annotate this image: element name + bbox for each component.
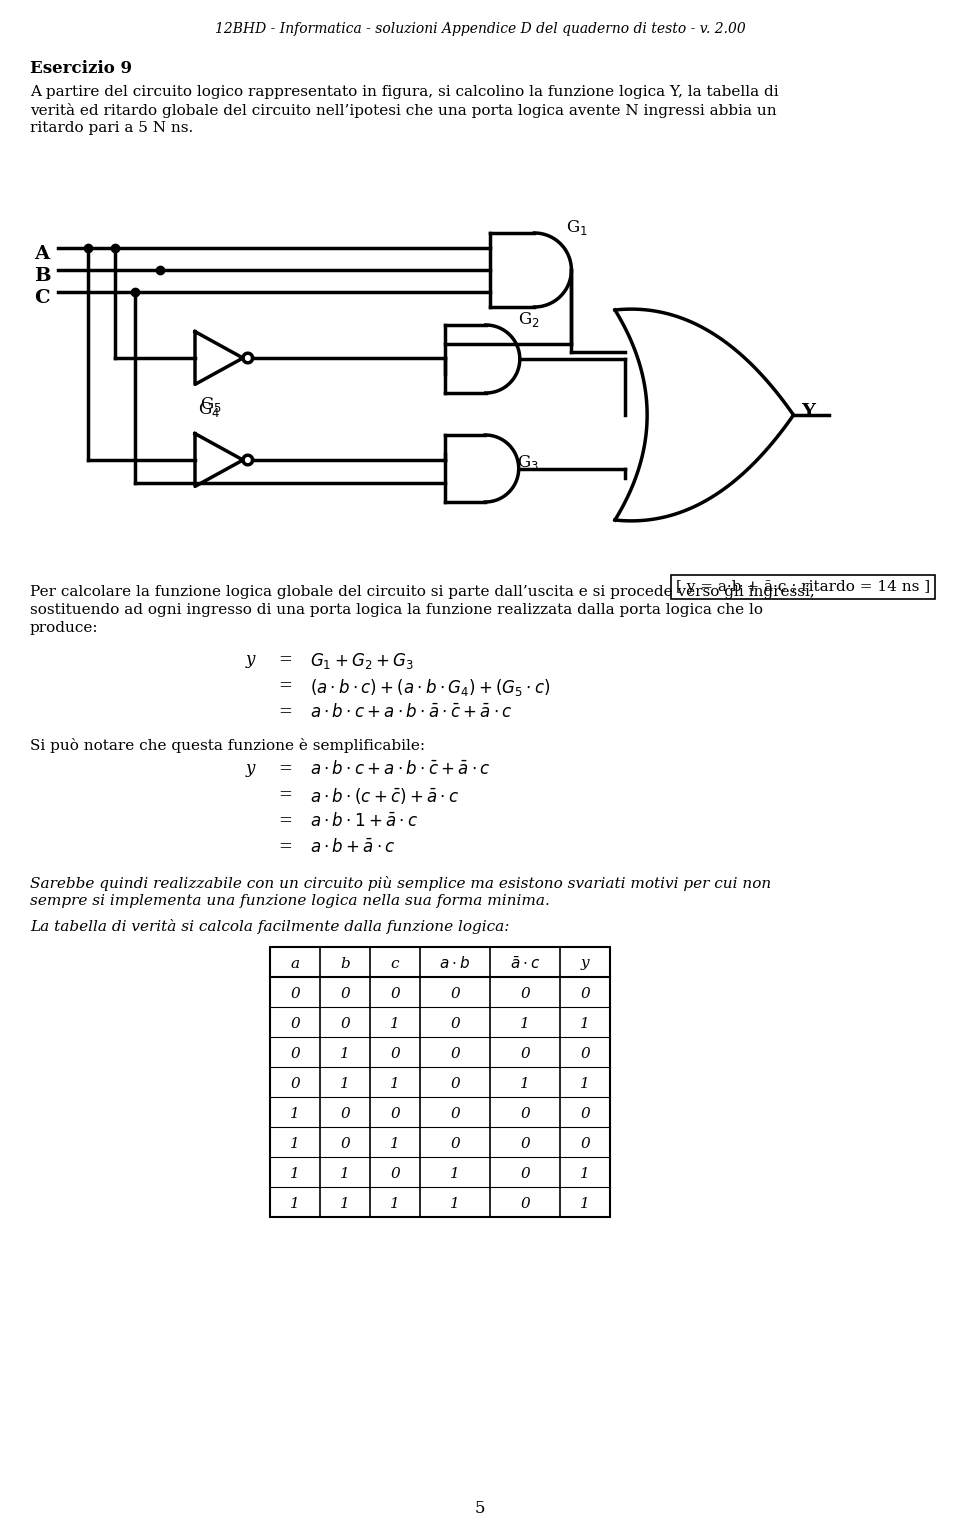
Text: A: A bbox=[35, 245, 50, 264]
Text: 0: 0 bbox=[450, 1076, 460, 1091]
Text: 1: 1 bbox=[390, 1017, 400, 1030]
Text: =: = bbox=[278, 651, 292, 668]
Text: Esercizio 9: Esercizio 9 bbox=[30, 59, 132, 78]
Text: b: b bbox=[340, 957, 349, 971]
Text: 0: 0 bbox=[450, 1047, 460, 1061]
Bar bbox=[270, 946, 610, 1218]
Text: 0: 0 bbox=[520, 1166, 530, 1181]
Text: y: y bbox=[246, 760, 255, 777]
Text: $a \cdot b \cdot 1 + \bar{a} \cdot c$: $a \cdot b \cdot 1 + \bar{a} \cdot c$ bbox=[310, 812, 419, 831]
Text: G$_2$: G$_2$ bbox=[517, 309, 540, 329]
Text: sempre si implementa una funzione logica nella sua forma minima.: sempre si implementa una funzione logica… bbox=[30, 895, 550, 908]
Text: 0: 0 bbox=[390, 986, 400, 1000]
Text: 1: 1 bbox=[450, 1166, 460, 1181]
Text: 12BHD - Informatica - soluzioni Appendice D del quaderno di testo - v. 2.00: 12BHD - Informatica - soluzioni Appendic… bbox=[215, 21, 745, 37]
Text: Si può notare che questa funzione è semplificabile:: Si può notare che questa funzione è semp… bbox=[30, 738, 425, 753]
Text: 1: 1 bbox=[340, 1047, 349, 1061]
Text: 0: 0 bbox=[450, 1106, 460, 1120]
Text: 0: 0 bbox=[520, 986, 530, 1000]
Text: G$_4$: G$_4$ bbox=[198, 399, 220, 419]
Text: verità ed ritardo globale del circuito nell’ipotesi che una porta logica avente : verità ed ritardo globale del circuito n… bbox=[30, 104, 777, 117]
Text: 0: 0 bbox=[520, 1047, 530, 1061]
Text: Per calcolare la funzione logica globale del circuito si parte dall’uscita e si : Per calcolare la funzione logica globale… bbox=[30, 585, 815, 599]
Text: c: c bbox=[391, 957, 399, 971]
Text: 0: 0 bbox=[450, 1017, 460, 1030]
Text: C: C bbox=[35, 290, 50, 306]
Text: 0: 0 bbox=[580, 1106, 589, 1120]
Text: G$_3$: G$_3$ bbox=[516, 453, 539, 472]
Text: 0: 0 bbox=[340, 986, 349, 1000]
Text: 1: 1 bbox=[290, 1166, 300, 1181]
Text: $(a \cdot b \cdot c) + (a \cdot b \cdot G_4) + (G_5 \cdot c)$: $(a \cdot b \cdot c) + (a \cdot b \cdot … bbox=[310, 677, 550, 698]
Text: 1: 1 bbox=[290, 1106, 300, 1120]
Text: $a \cdot b \cdot c + a \cdot b \cdot \bar{a} \cdot \bar{c} + \bar{a} \cdot c$: $a \cdot b \cdot c + a \cdot b \cdot \ba… bbox=[310, 703, 513, 721]
Text: 0: 0 bbox=[340, 1017, 349, 1030]
Text: =: = bbox=[278, 703, 292, 719]
Text: 1: 1 bbox=[390, 1076, 400, 1091]
Text: 1: 1 bbox=[520, 1076, 530, 1091]
Text: G$_5$: G$_5$ bbox=[200, 395, 222, 415]
Text: 1: 1 bbox=[390, 1137, 400, 1151]
Text: 1: 1 bbox=[580, 1196, 589, 1210]
Text: 0: 0 bbox=[520, 1137, 530, 1151]
Text: B: B bbox=[34, 267, 50, 285]
Text: 1: 1 bbox=[290, 1196, 300, 1210]
Text: $a \cdot b \cdot (c + \bar{c}) + \bar{a} \cdot c$: $a \cdot b \cdot (c + \bar{c}) + \bar{a}… bbox=[310, 786, 459, 806]
Text: [ y = a·b + ā·c ; ritardo = 14 ns ]: [ y = a·b + ā·c ; ritardo = 14 ns ] bbox=[676, 581, 930, 594]
Text: 1: 1 bbox=[580, 1166, 589, 1181]
Text: 0: 0 bbox=[340, 1137, 349, 1151]
Text: $\bar{a} \cdot c$: $\bar{a} \cdot c$ bbox=[510, 956, 540, 972]
Text: =: = bbox=[278, 786, 292, 803]
Text: $a \cdot b + \bar{a} \cdot c$: $a \cdot b + \bar{a} \cdot c$ bbox=[310, 838, 396, 856]
Text: Y: Y bbox=[802, 402, 815, 421]
Text: 0: 0 bbox=[390, 1166, 400, 1181]
Text: $a \cdot b \cdot c + a \cdot b \cdot \bar{c} + \bar{a} \cdot c$: $a \cdot b \cdot c + a \cdot b \cdot \ba… bbox=[310, 760, 491, 777]
Text: 1: 1 bbox=[520, 1017, 530, 1030]
Text: 1: 1 bbox=[340, 1166, 349, 1181]
Text: $a \cdot b$: $a \cdot b$ bbox=[440, 956, 470, 971]
Text: 0: 0 bbox=[580, 1047, 589, 1061]
Text: 0: 0 bbox=[390, 1047, 400, 1061]
Text: 0: 0 bbox=[520, 1196, 530, 1210]
Text: 1: 1 bbox=[340, 1076, 349, 1091]
Text: 1: 1 bbox=[580, 1017, 589, 1030]
Text: 0: 0 bbox=[290, 1076, 300, 1091]
Text: =: = bbox=[278, 812, 292, 829]
Text: 0: 0 bbox=[290, 1047, 300, 1061]
Text: =: = bbox=[278, 760, 292, 777]
Text: sostituendo ad ogni ingresso di una porta logica la funzione realizzata dalla po: sostituendo ad ogni ingresso di una port… bbox=[30, 604, 763, 617]
Text: 5: 5 bbox=[475, 1500, 485, 1516]
Text: 1: 1 bbox=[290, 1137, 300, 1151]
Text: =: = bbox=[278, 838, 292, 855]
Text: 0: 0 bbox=[290, 1017, 300, 1030]
Text: 0: 0 bbox=[450, 986, 460, 1000]
Text: y: y bbox=[581, 957, 589, 971]
Text: 0: 0 bbox=[290, 986, 300, 1000]
Text: 0: 0 bbox=[390, 1106, 400, 1120]
Text: Sarebbe quindi realizzabile con un circuito più semplice ma esistono svariati mo: Sarebbe quindi realizzabile con un circu… bbox=[30, 876, 771, 892]
Text: 1: 1 bbox=[340, 1196, 349, 1210]
Text: 1: 1 bbox=[450, 1196, 460, 1210]
Text: produce:: produce: bbox=[30, 620, 99, 636]
Text: y: y bbox=[246, 651, 255, 668]
Text: G$_1$: G$_1$ bbox=[566, 218, 588, 238]
Text: 0: 0 bbox=[520, 1106, 530, 1120]
Text: A partire del circuito logico rappresentato in figura, si calcolino la funzione : A partire del circuito logico rappresent… bbox=[30, 85, 779, 99]
Text: 0: 0 bbox=[580, 1137, 589, 1151]
Text: =: = bbox=[278, 677, 292, 693]
Text: $G_1 + G_2 + G_3$: $G_1 + G_2 + G_3$ bbox=[310, 651, 414, 671]
Text: La tabella di verità si calcola facilmente dalla funzione logica:: La tabella di verità si calcola facilmen… bbox=[30, 919, 510, 934]
Text: 0: 0 bbox=[340, 1106, 349, 1120]
Text: 0: 0 bbox=[580, 986, 589, 1000]
Text: ritardo pari a 5 N ns.: ritardo pari a 5 N ns. bbox=[30, 120, 193, 136]
Text: 1: 1 bbox=[580, 1076, 589, 1091]
Text: 1: 1 bbox=[390, 1196, 400, 1210]
Text: 0: 0 bbox=[450, 1137, 460, 1151]
Text: a: a bbox=[291, 957, 300, 971]
